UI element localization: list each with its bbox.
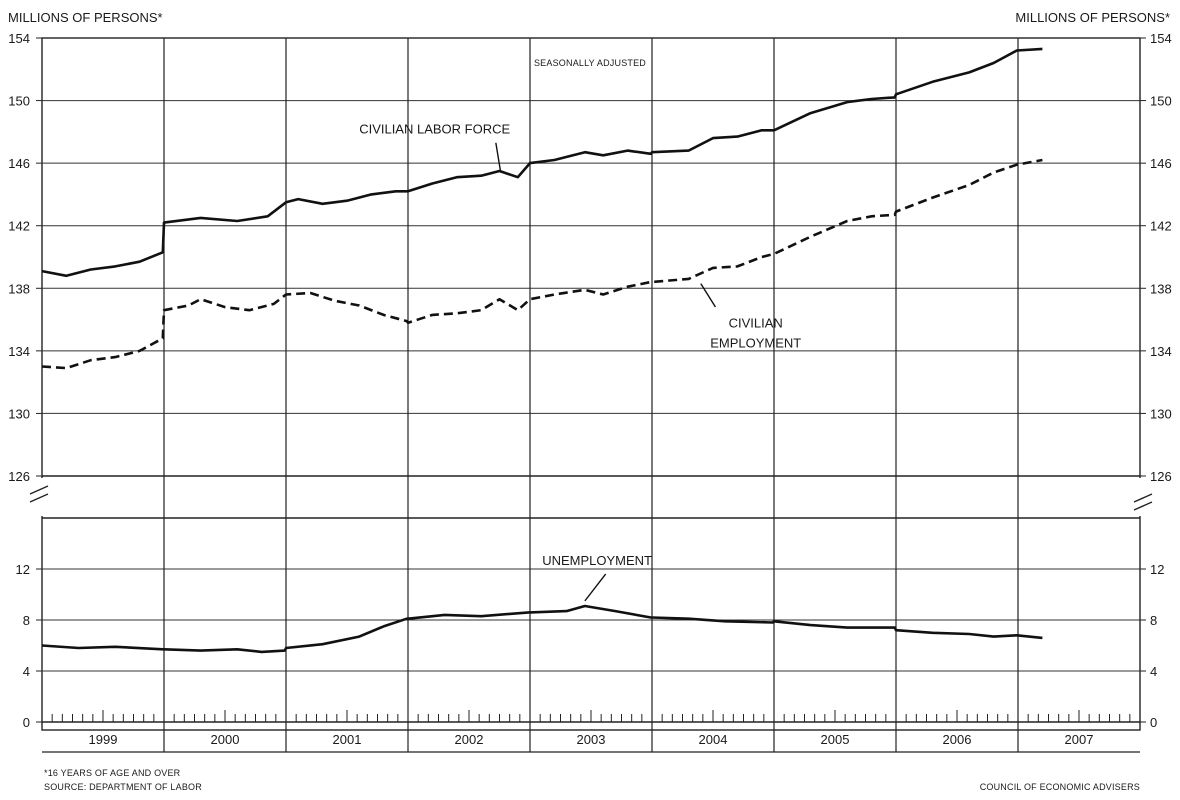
y-tick-label-right: 150 [1150,94,1172,109]
y-tick-label-right: 146 [1150,156,1172,171]
plot-frame [41,37,1141,731]
x-tick-label-2002: 2002 [455,732,484,747]
axis-break-mark [29,485,49,495]
x-tick-label-2005: 2005 [821,732,850,747]
credit-note: COUNCIL OF ECONOMIC ADVISERS [980,782,1140,792]
source-note: SOURCE: DEPARTMENT OF LABOR [44,782,202,792]
axis-break-mark [1133,493,1153,503]
y-tick-label-left: 134 [8,344,30,359]
y-tick-label-right: 12 [1150,562,1164,577]
annotation-pointer-employment [700,283,717,308]
annotation-label-labor-force: CIVILIAN LABOR FORCE [359,121,510,136]
series-line-civilian-labor-force [41,47,1043,278]
x-tick-label-1999: 1999 [89,732,118,747]
right-unit-label: MILLIONS OF PERSONS* [1015,10,1170,25]
y-axis: 126 126 130 130 134 134 138 138 142 142 146 146 150 1… [8,31,1171,730]
series-line-unemployment [41,604,1043,654]
grid [29,38,1153,753]
y-tick-label-left: 126 [8,469,30,484]
x-axis: 1999 2000 2001 2002 2003 2004 2005 2006 2007 [41,710,1131,747]
x-tick-label-2006: 2006 [943,732,972,747]
y-tick-label-left: 130 [8,406,30,421]
chart-subtitle: SEASONALLY ADJUSTED [534,58,646,68]
x-tick-label-2003: 2003 [577,732,606,747]
series-line-civilian-employment [41,158,1043,370]
y-tick-label-left: 146 [8,156,30,171]
footnote: *16 YEARS OF AGE AND OVER [44,768,181,778]
y-tick-label-left: 150 [8,94,30,109]
y-tick-label-left: 138 [8,281,30,296]
y-tick-label-right: 0 [1150,715,1157,730]
y-tick-label-right: 8 [1150,613,1157,628]
annotation-pointer-unemployment [584,573,607,602]
y-tick-label-right: 126 [1150,469,1172,484]
x-tick-label-2000: 2000 [211,732,240,747]
x-tick-label-2001: 2001 [333,732,362,747]
y-tick-label-right: 130 [1150,406,1172,421]
y-tick-label-right: 142 [1150,219,1172,234]
y-tick-label-right: 138 [1150,281,1172,296]
y-tick-label-left: 154 [8,31,30,46]
y-tick-label-left: 142 [8,219,30,234]
x-tick-label-2007: 2007 [1065,732,1094,747]
y-tick-label-left: 8 [23,613,30,628]
y-tick-label-left: 0 [23,715,30,730]
y-tick-label-left: 4 [23,664,30,679]
left-unit-label: MILLIONS OF PERSONS* [8,10,163,25]
annotation-pointer-labor-force [495,142,502,173]
y-tick-label-right: 4 [1150,664,1157,679]
y-tick-label-right: 154 [1150,31,1172,46]
series-group [41,47,1043,654]
y-tick-label-left: 12 [16,562,30,577]
axis-break-mark [1133,501,1153,511]
y-tick-label-right: 134 [1150,344,1172,359]
annotations: CIVILIAN LABOR FORCE CIVILIAN EMPLOYMENT UN… [359,121,801,602]
annotation-label-employment: CIVILIAN EMPLOYMENT [710,315,801,350]
axis-break-mark [29,493,49,503]
x-tick-label-2004: 2004 [699,732,728,747]
axis-break-gap [32,478,1150,516]
annotation-label-unemployment: UNEMPLOYMENT [542,553,652,568]
